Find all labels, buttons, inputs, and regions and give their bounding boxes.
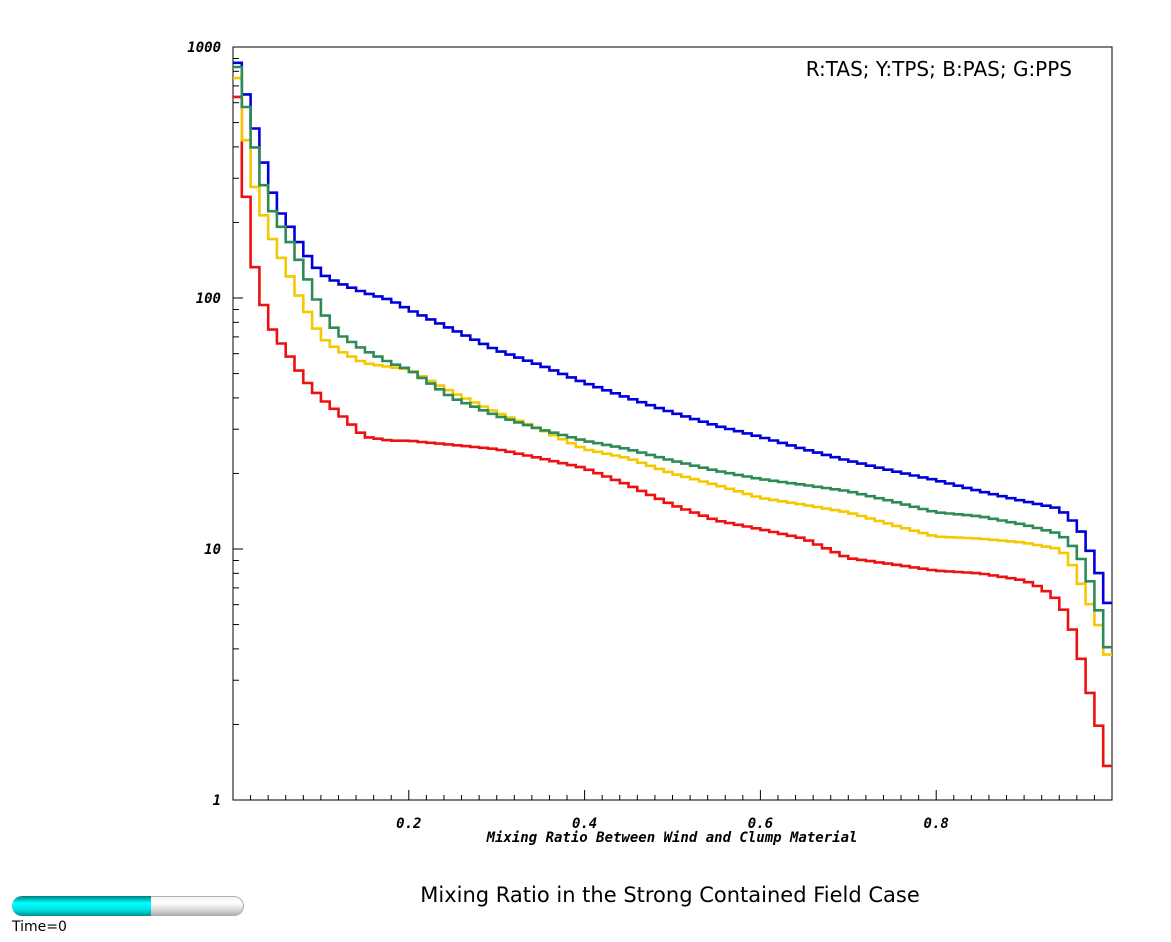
time-label: Time=0 [12, 919, 67, 935]
x-minor-ticks [250, 790, 1095, 800]
time-slider-fill [12, 896, 152, 916]
y-tick-label: 100 [196, 291, 221, 307]
x-tick-labels: 0.2 0.4 0.6 0.8 [396, 816, 949, 832]
y-minor-ticks [233, 46, 243, 801]
y-tick-label: 1 [213, 793, 221, 809]
series-line-red [233, 95, 1112, 768]
chart-title: Mixing Ratio in the Strong Contained Fie… [420, 883, 920, 907]
series-line-yellow [233, 76, 1112, 656]
plot-frame [232, 46, 1113, 801]
chart: 1 10 100 1000 0.2 0.4 0.6 0.8 Mixing Ratio Bet… [187, 40, 1113, 846]
time-slider[interactable] [12, 896, 244, 916]
x-tick-label: 0.4 [572, 816, 597, 832]
legend: R:TAS; Y:TPS; B:PAS; G:PPS [806, 57, 1072, 81]
y-tick-label: 10 [204, 542, 221, 558]
series-lines [233, 61, 1112, 768]
x-tick-label: 0.6 [748, 816, 773, 832]
y-tick-labels: 1 10 100 1000 [187, 40, 221, 809]
x-tick-label: 0.2 [396, 816, 421, 832]
series-line-blue [233, 61, 1112, 605]
x-tick-label: 0.8 [924, 816, 949, 832]
y-tick-label: 1000 [187, 40, 221, 56]
x-axis-title: Mixing Ratio Between Wind and Clump Mate… [486, 830, 858, 846]
series-line-green [233, 65, 1112, 649]
